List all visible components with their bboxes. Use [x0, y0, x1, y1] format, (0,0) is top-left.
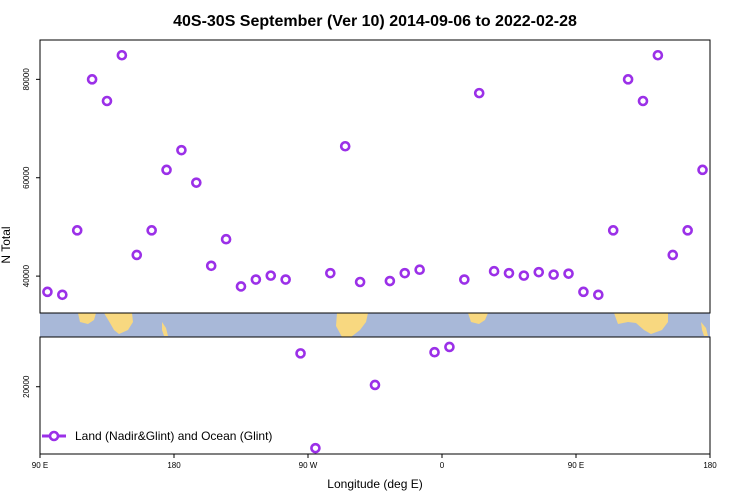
legend: Land (Nadir&Glint) and Ocean (Glint): [42, 429, 272, 443]
x-axis-label: Longitude (deg E): [327, 477, 422, 491]
data-point: [399, 267, 411, 279]
data-point: [57, 289, 68, 301]
data-point: [101, 95, 113, 107]
data-point: [176, 144, 187, 156]
continent-africa-2: [468, 313, 488, 324]
plot-frame-lower: [39, 336, 711, 455]
data-point: [339, 140, 351, 152]
data-point: [682, 225, 693, 236]
data-point: [131, 249, 143, 261]
data-point: [295, 348, 306, 359]
data-point: [503, 267, 515, 279]
data-point: [697, 164, 708, 176]
x-axis: 90 E 180 90 W 0 90 E 180: [32, 454, 717, 470]
plot-frame-upper: [39, 39, 711, 314]
data-point: [116, 49, 128, 61]
x-tick-label: 180: [703, 461, 717, 470]
data-point: [414, 264, 425, 276]
map-strip: [40, 313, 710, 337]
y-tick-label: 20000: [22, 375, 31, 398]
legend-label: Land (Nadir&Glint) and Ocean (Glint): [75, 429, 272, 443]
data-point: [488, 265, 500, 277]
data-point: [459, 274, 470, 285]
data-point: [42, 286, 53, 298]
data-point: [71, 225, 83, 236]
data-point: [205, 260, 217, 272]
data-point: [473, 87, 485, 99]
data-point: [191, 177, 202, 188]
ocean-band: [40, 313, 710, 337]
data-point: [86, 74, 98, 85]
data-point: [220, 233, 232, 245]
data-point: [265, 270, 277, 281]
chart-title: 40S-30S September (Ver 10) 2014-09-06 to…: [173, 13, 577, 30]
x-tick-label: 90 E: [568, 461, 584, 470]
data-point: [667, 249, 679, 261]
data-point: [652, 49, 664, 61]
data-point: [444, 341, 455, 353]
data-point: [563, 268, 574, 279]
data-point: [384, 275, 396, 287]
x-tick-label: 90 W: [299, 461, 318, 470]
continent-australia: [104, 313, 133, 334]
continent-south-america: [336, 313, 368, 337]
x-tick-label: 90 E: [32, 461, 48, 470]
x-tick-label: 0: [440, 461, 445, 470]
y-tick-label: 40000: [22, 264, 31, 287]
data-point: [578, 286, 589, 298]
data-point: [280, 274, 291, 285]
data-point: [161, 164, 172, 176]
continent-new-zealand: [162, 322, 168, 336]
y-tick-label: 80000: [22, 68, 31, 91]
data-point: [325, 267, 336, 279]
data-point: [533, 266, 545, 278]
continent-australia-2: [614, 313, 668, 334]
x-tick-label: 180: [167, 461, 181, 470]
data-points: [42, 49, 708, 454]
continent-africa: [78, 313, 96, 324]
data-point: [637, 95, 649, 107]
y-tick-label: 60000: [22, 166, 31, 189]
data-point: [310, 442, 321, 454]
data-point: [429, 346, 440, 358]
data-point: [518, 270, 530, 281]
data-point: [146, 225, 157, 236]
data-point: [354, 276, 366, 288]
data-point: [607, 225, 619, 236]
data-point: [250, 274, 262, 285]
data-point: [593, 289, 604, 301]
data-point: [235, 281, 247, 292]
plot-frames: [39, 39, 711, 455]
legend-marker: [48, 430, 60, 442]
data-point: [548, 269, 559, 280]
continent-new-zealand-2: [701, 322, 708, 336]
data-point: [369, 379, 381, 391]
y-axis: 20000 40000 60000 80000: [22, 68, 40, 398]
y-axis-label: N Total: [0, 226, 13, 263]
data-point: [622, 74, 634, 85]
